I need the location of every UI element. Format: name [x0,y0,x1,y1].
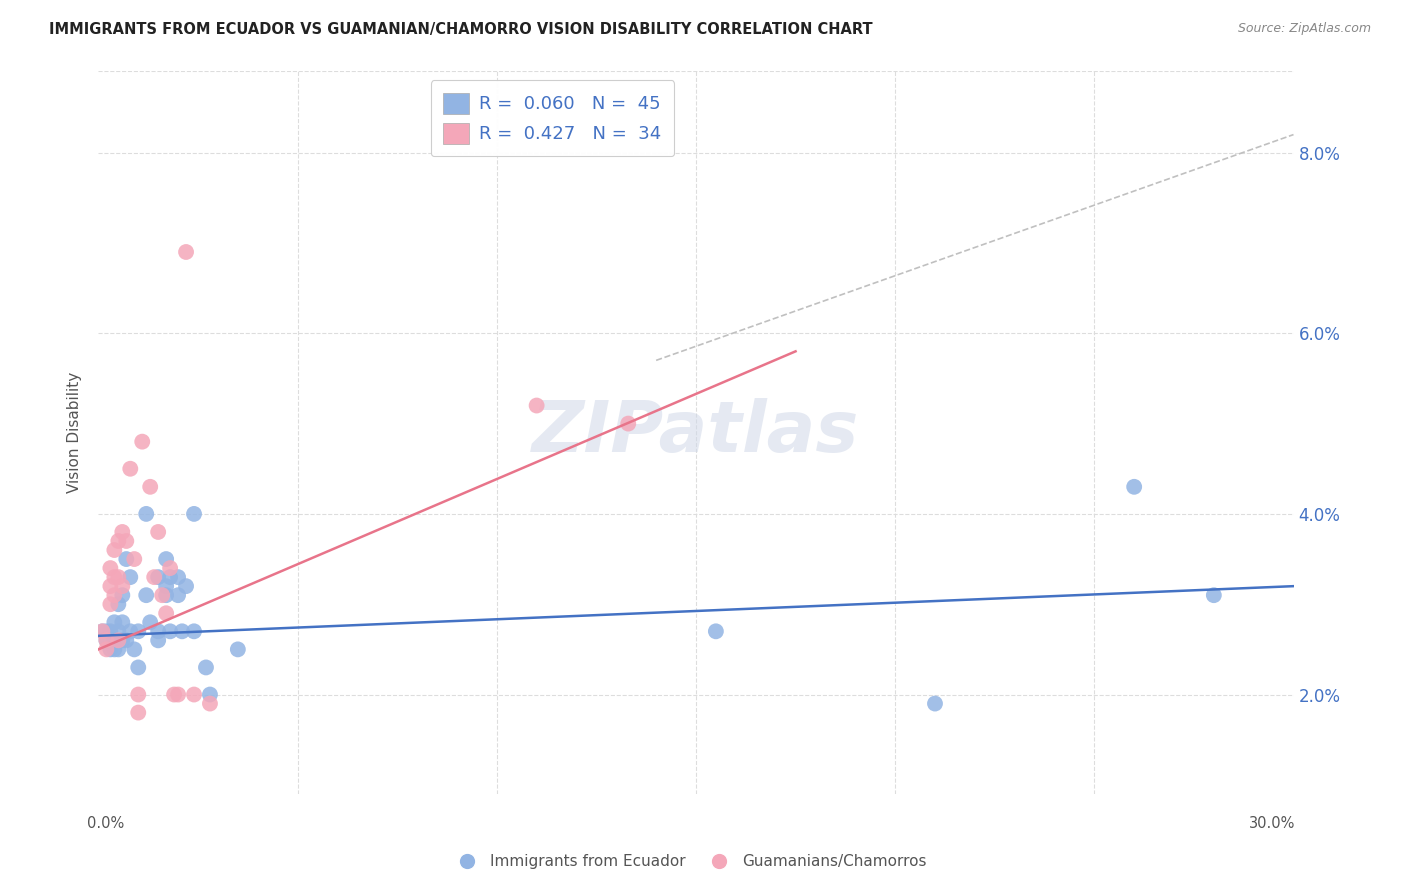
Point [135,588,157,602]
Point [924,697,946,711]
Legend: R =  0.060   N =  45, R =  0.427   N =  34: R = 0.060 N = 45, R = 0.427 N = 34 [430,80,675,156]
Point [127,706,149,720]
Text: ZIPatlas: ZIPatlas [533,398,859,467]
Point [174,244,197,259]
Point [174,579,197,593]
Point [107,633,129,648]
Text: Source: ZipAtlas.com: Source: ZipAtlas.com [1237,22,1371,36]
Point [103,543,125,558]
Point [155,552,177,566]
Point [103,642,125,657]
Point [115,533,138,548]
Point [111,524,134,539]
Point [124,642,146,657]
Point [96,624,118,639]
Point [107,570,129,584]
Point [107,642,129,657]
Point [120,570,142,584]
Point [127,660,149,674]
Point [143,570,166,584]
Point [617,417,640,431]
Point [155,607,177,621]
Point [1123,480,1146,494]
Legend: Immigrants from Ecuador, Guamanians/Chamorros: Immigrants from Ecuador, Guamanians/Cham… [446,848,932,875]
Point [98,597,122,611]
Point [155,579,177,593]
Point [163,688,186,702]
Point [183,507,205,521]
Point [135,507,157,521]
Point [198,697,221,711]
Point [103,615,125,630]
Point [103,588,125,602]
Point [159,624,181,639]
Point [167,570,190,584]
Point [96,633,118,648]
Point [159,570,181,584]
Text: IMMIGRANTS FROM ECUADOR VS GUAMANIAN/CHAMORRO VISION DISABILITY CORRELATION CHAR: IMMIGRANTS FROM ECUADOR VS GUAMANIAN/CHA… [49,22,873,37]
Point [1202,588,1225,602]
Point [526,399,548,413]
Point [139,480,162,494]
Point [155,588,177,602]
Point [704,624,727,639]
Point [91,624,114,639]
Point [131,434,153,449]
Text: 30.0%: 30.0% [1250,816,1295,831]
Point [111,633,134,648]
Point [150,588,173,602]
Point [159,561,181,575]
Point [107,533,129,548]
Point [195,660,218,674]
Point [124,552,146,566]
Point [148,570,170,584]
Point [148,624,170,639]
Point [98,642,122,657]
Point [172,624,194,639]
Point [120,462,142,476]
Y-axis label: Vision Disability: Vision Disability [67,372,83,493]
Point [226,642,249,657]
Point [127,688,149,702]
Text: 0.0%: 0.0% [87,816,124,831]
Point [91,624,114,639]
Point [120,624,142,639]
Point [107,597,129,611]
Point [107,624,129,639]
Point [96,642,118,657]
Point [103,570,125,584]
Point [139,615,162,630]
Point [115,633,138,648]
Point [96,633,118,648]
Point [98,624,122,639]
Point [127,624,149,639]
Point [103,633,125,648]
Point [148,524,170,539]
Point [148,633,170,648]
Point [183,688,205,702]
Point [183,624,205,639]
Point [115,552,138,566]
Point [98,579,122,593]
Point [111,615,134,630]
Point [98,561,122,575]
Point [111,588,134,602]
Point [198,688,221,702]
Point [167,688,190,702]
Point [111,579,134,593]
Point [167,588,190,602]
